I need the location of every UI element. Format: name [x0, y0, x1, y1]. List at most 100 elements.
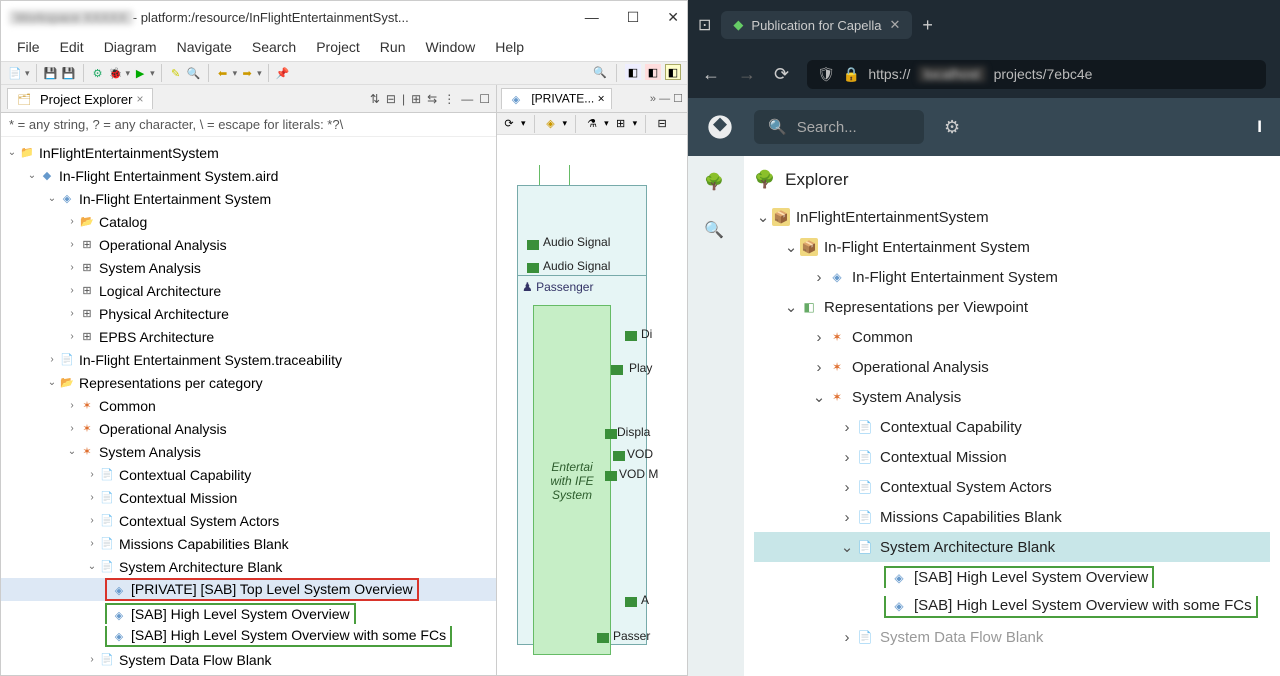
wtree-sdfb[interactable]: System Data Flow Blank	[880, 629, 1043, 646]
wtree-sys[interactable]: In-Flight Entertainment System	[824, 239, 1030, 256]
nav-reload[interactable]: ⟳	[774, 64, 789, 85]
tree-item[interactable]: System Analysis	[99, 260, 201, 276]
system-box[interactable]: Entertai with IFE System	[533, 305, 611, 655]
sync-icon[interactable]: ⇆	[427, 92, 437, 106]
menu-help[interactable]: Help	[485, 39, 534, 55]
tree-chevron[interactable]: ›	[810, 329, 828, 346]
search2-icon[interactable]: 🔍	[592, 64, 608, 80]
wtree-item[interactable]: Contextual Capability	[880, 419, 1022, 436]
menu-window[interactable]: Window	[415, 39, 485, 55]
tree-view-icon[interactable]: 🌳	[704, 172, 728, 196]
filter-icon[interactable]: ⚙	[944, 117, 960, 138]
tree-twisty[interactable]: ›	[85, 538, 99, 549]
tree-root[interactable]: InFlightEntertainmentSystem	[39, 145, 219, 161]
wtree-item[interactable]: Contextual System Actors	[880, 479, 1052, 496]
layer-icon[interactable]: ◈	[543, 116, 559, 132]
new-tab-button[interactable]: +	[922, 15, 933, 36]
tree-twisty[interactable]: ›	[65, 400, 79, 411]
search-box[interactable]: 🔍 Search...	[754, 110, 924, 144]
tree-twisty[interactable]: ›	[85, 515, 99, 526]
filter-hint[interactable]: * = any string, ? = any character, \ = e…	[1, 113, 496, 137]
diagram-canvas[interactable]: Audio Signal Audio Signal ♟ Passenger En…	[497, 135, 687, 675]
tree-chevron[interactable]: ⌄	[810, 388, 828, 406]
wtree-item[interactable]: System Architecture Blank	[880, 539, 1055, 556]
tree-chevron[interactable]: ›	[838, 629, 856, 646]
tree-sdfb[interactable]: System Data Flow Blank	[119, 652, 272, 668]
tree-twisty[interactable]: ›	[85, 654, 99, 665]
tree-item[interactable]: Physical Architecture	[99, 306, 229, 322]
tree-oa[interactable]: Operational Analysis	[99, 421, 227, 437]
more-icon[interactable]: ⊟	[654, 116, 670, 132]
tree-twisty[interactable]: ›	[65, 423, 79, 434]
tree-item[interactable]: System Architecture Blank	[119, 559, 282, 575]
pin-icon[interactable]: 📌	[275, 65, 291, 81]
port[interactable]	[613, 451, 625, 461]
menu-navigate[interactable]: Navigate	[167, 39, 242, 55]
diagram-tab-close[interactable]: ×	[598, 92, 605, 106]
menu-file[interactable]: File	[7, 39, 50, 55]
collapse-icon[interactable]: ⊟	[386, 92, 396, 106]
new-icon[interactable]: 📄	[7, 65, 23, 81]
tree-twisty[interactable]: ›	[65, 216, 79, 227]
tree-chevron[interactable]: ›	[810, 359, 828, 376]
tree-item[interactable]: Contextual System Actors	[119, 513, 279, 529]
tree-item[interactable]: Logical Architecture	[99, 283, 221, 299]
tree-item[interactable]: Missions Capabilities Blank	[119, 536, 289, 552]
refresh-icon[interactable]: ⟳	[501, 116, 517, 132]
wtree-common[interactable]: Common	[852, 329, 913, 346]
run-icon[interactable]: ▶	[132, 65, 148, 81]
menu-diagram[interactable]: Diagram	[94, 39, 167, 55]
search-side-icon[interactable]: 🔍	[704, 220, 728, 244]
close-button[interactable]: ✕	[667, 9, 679, 26]
port[interactable]	[625, 331, 637, 341]
gear-icon[interactable]: ⚙	[90, 65, 106, 81]
tree-chevron[interactable]: ›	[810, 269, 828, 286]
tree-twisty[interactable]: ⌄	[25, 170, 39, 181]
tree-chevron[interactable]: ›	[838, 449, 856, 466]
shield-icon[interactable]: 🛡	[817, 66, 835, 83]
wtree-sab2[interactable]: [SAB] High Level System Overview with so…	[914, 597, 1252, 614]
tree-twisty[interactable]: ⌄	[65, 446, 79, 457]
wtree-sab1[interactable]: [SAB] High Level System Overview	[914, 569, 1148, 586]
search-icon[interactable]: 🔍	[186, 65, 202, 81]
highlight-icon[interactable]: ✎	[168, 65, 184, 81]
tab-close[interactable]: ✕	[889, 17, 900, 33]
explorer-tab-close[interactable]: ×	[136, 92, 143, 106]
tree-twisty[interactable]: ›	[65, 331, 79, 342]
port[interactable]	[611, 365, 623, 375]
setting-icon[interactable]: ⊞	[613, 116, 629, 132]
tree-twisty[interactable]: ›	[45, 354, 59, 365]
explorer-tab[interactable]: 🗂 Project Explorer ×	[7, 88, 153, 109]
port[interactable]	[605, 429, 617, 439]
tree-aird[interactable]: In-Flight Entertainment System.aird	[59, 168, 278, 184]
save-icon[interactable]: 💾	[43, 65, 59, 81]
tree-twisty[interactable]: ›	[65, 262, 79, 273]
wtree-repvp[interactable]: Representations per Viewpoint	[824, 299, 1028, 316]
browser-tab[interactable]: ◆ Publication for Capella ✕	[721, 11, 912, 39]
tree-item[interactable]: Operational Analysis	[99, 237, 227, 253]
tabs-icon[interactable]: ⊡	[698, 15, 711, 35]
menu-run[interactable]: Run	[370, 39, 416, 55]
tree-repcat[interactable]: Representations per category	[79, 375, 263, 391]
menu-search[interactable]: Search	[242, 39, 306, 55]
tree-twisty[interactable]: ›	[65, 285, 79, 296]
nav-back[interactable]: ←	[702, 64, 720, 85]
wtree-item[interactable]: Contextual Mission	[880, 449, 1007, 466]
port[interactable]	[527, 263, 539, 273]
tree-sab2[interactable]: [SAB] High Level System Overview with so…	[131, 627, 446, 643]
tree-twisty[interactable]: ›	[65, 239, 79, 250]
tree-sys[interactable]: In-Flight Entertainment System	[79, 191, 271, 207]
port[interactable]	[625, 597, 637, 607]
max-icon[interactable]: ☐	[479, 92, 490, 106]
tree-twisty[interactable]: ⌄	[5, 147, 19, 158]
diagram-tab[interactable]: ◈ [PRIVATE... ×	[501, 88, 612, 109]
port[interactable]	[597, 633, 609, 643]
address-bar[interactable]: 🛡 🔒 https:// localhost projects/7ebc4e	[807, 60, 1266, 89]
maximize-button[interactable]: ☐	[627, 9, 640, 26]
wtree-root[interactable]: InFlightEntertainmentSystem	[796, 209, 989, 226]
saveall-icon[interactable]: 💾	[61, 65, 77, 81]
tree-twisty[interactable]: ›	[85, 492, 99, 503]
wtree-sa[interactable]: System Analysis	[852, 389, 961, 406]
tree-sa[interactable]: System Analysis	[99, 444, 201, 460]
persp1-icon[interactable]: ◧	[625, 64, 641, 80]
